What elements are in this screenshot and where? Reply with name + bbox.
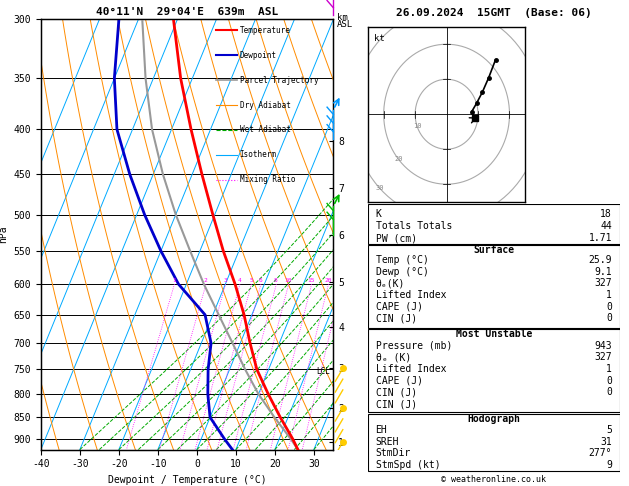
Text: ASL: ASL <box>337 20 353 30</box>
Text: CAPE (J): CAPE (J) <box>376 376 423 386</box>
Text: Temp (°C): Temp (°C) <box>376 255 428 265</box>
Text: Totals Totals: Totals Totals <box>376 221 452 231</box>
Text: 8: 8 <box>274 278 278 283</box>
Bar <box>368 330 620 412</box>
Text: CAPE (J): CAPE (J) <box>376 302 423 312</box>
X-axis label: Dewpoint / Temperature (°C): Dewpoint / Temperature (°C) <box>108 475 267 485</box>
Text: θₑ(K): θₑ(K) <box>376 278 405 288</box>
Text: 1.71: 1.71 <box>589 233 612 243</box>
Text: 327: 327 <box>594 278 612 288</box>
Text: 44: 44 <box>600 221 612 231</box>
Text: EH: EH <box>376 425 387 435</box>
Text: Lifted Index: Lifted Index <box>376 364 446 374</box>
Text: 20: 20 <box>394 156 403 162</box>
Text: 25.9: 25.9 <box>589 255 612 265</box>
Text: 1: 1 <box>606 364 612 374</box>
Text: SREH: SREH <box>376 437 399 447</box>
Text: 6: 6 <box>259 278 262 283</box>
Text: 20: 20 <box>325 278 332 283</box>
Text: CIN (J): CIN (J) <box>376 313 416 323</box>
Text: Surface: Surface <box>473 244 515 255</box>
Text: km: km <box>337 13 347 22</box>
Text: 0: 0 <box>606 387 612 398</box>
Text: 9: 9 <box>606 460 612 470</box>
Text: 327: 327 <box>594 352 612 363</box>
Text: CIN (J): CIN (J) <box>376 387 416 398</box>
Text: 15: 15 <box>308 278 315 283</box>
Text: Temperature: Temperature <box>240 26 291 35</box>
Text: 31: 31 <box>600 437 612 447</box>
Text: 9.1: 9.1 <box>594 267 612 277</box>
Title: 40°11'N  29°04'E  639m  ASL: 40°11'N 29°04'E 639m ASL <box>96 7 278 17</box>
Text: 5: 5 <box>249 278 253 283</box>
Text: 0: 0 <box>606 302 612 312</box>
Text: Most Unstable: Most Unstable <box>455 329 532 339</box>
Text: Pressure (mb): Pressure (mb) <box>376 341 452 350</box>
Text: 4: 4 <box>238 278 242 283</box>
Text: 0: 0 <box>606 376 612 386</box>
Text: Wet Adiabat: Wet Adiabat <box>240 125 291 135</box>
Y-axis label: hPa: hPa <box>0 226 8 243</box>
Text: StmSpd (kt): StmSpd (kt) <box>376 460 440 470</box>
Text: 943: 943 <box>594 341 612 350</box>
Text: 1: 1 <box>606 290 612 300</box>
Text: LCL: LCL <box>316 367 330 377</box>
Bar <box>368 245 620 328</box>
Text: 10: 10 <box>413 123 421 129</box>
Text: StmDir: StmDir <box>376 449 411 458</box>
Text: © weatheronline.co.uk: © weatheronline.co.uk <box>442 475 546 484</box>
Text: 30: 30 <box>376 186 384 191</box>
Text: Hodograph: Hodograph <box>467 414 520 424</box>
Text: Dewp (°C): Dewp (°C) <box>376 267 428 277</box>
Text: 5: 5 <box>606 425 612 435</box>
Text: PW (cm): PW (cm) <box>376 233 416 243</box>
Text: 2: 2 <box>204 278 208 283</box>
Text: kt: kt <box>374 34 385 43</box>
Text: 18: 18 <box>600 208 612 219</box>
Text: 277°: 277° <box>589 449 612 458</box>
Text: 1: 1 <box>172 278 176 283</box>
Text: Parcel Trajectory: Parcel Trajectory <box>240 76 318 85</box>
Text: Dewpoint: Dewpoint <box>240 51 277 60</box>
Text: 0: 0 <box>606 313 612 323</box>
Text: Isotherm: Isotherm <box>240 151 277 159</box>
Text: CIN (J): CIN (J) <box>376 399 416 409</box>
Text: K: K <box>376 208 381 219</box>
Text: Lifted Index: Lifted Index <box>376 290 446 300</box>
Text: 10: 10 <box>284 278 292 283</box>
Bar <box>368 414 620 471</box>
Text: 26.09.2024  15GMT  (Base: 06): 26.09.2024 15GMT (Base: 06) <box>396 8 592 17</box>
Bar <box>368 204 620 243</box>
Text: θₑ (K): θₑ (K) <box>376 352 411 363</box>
Text: 3: 3 <box>223 278 227 283</box>
Text: Dry Adiabat: Dry Adiabat <box>240 101 291 109</box>
Text: Mixing Ratio: Mixing Ratio <box>240 175 295 184</box>
